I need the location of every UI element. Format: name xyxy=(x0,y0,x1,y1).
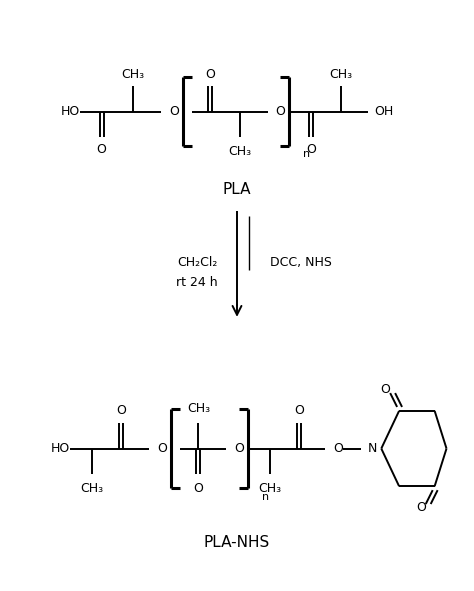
Text: O: O xyxy=(333,442,343,455)
Text: CH₃: CH₃ xyxy=(228,145,252,158)
Text: HO: HO xyxy=(51,442,70,455)
Text: O: O xyxy=(205,67,215,80)
Text: O: O xyxy=(306,143,316,156)
Text: n: n xyxy=(303,150,310,160)
Text: CH₂Cl₂: CH₂Cl₂ xyxy=(177,256,217,269)
Text: O: O xyxy=(117,404,126,417)
Text: CH₃: CH₃ xyxy=(187,402,210,415)
Text: n: n xyxy=(262,492,269,502)
Text: O: O xyxy=(234,442,244,455)
Text: O: O xyxy=(97,143,107,156)
Text: DCC, NHS: DCC, NHS xyxy=(270,256,332,269)
Text: O: O xyxy=(294,404,304,417)
Text: PLA: PLA xyxy=(223,181,251,197)
Text: O: O xyxy=(157,442,167,455)
Text: O: O xyxy=(380,382,390,395)
Text: PLA-NHS: PLA-NHS xyxy=(204,535,270,550)
Text: CH₃: CH₃ xyxy=(122,67,145,80)
Text: O: O xyxy=(169,105,179,118)
Text: O: O xyxy=(416,502,426,515)
Text: CH₃: CH₃ xyxy=(329,67,352,80)
Text: N: N xyxy=(367,442,377,455)
Text: rt 24 h: rt 24 h xyxy=(175,275,217,288)
Text: HO: HO xyxy=(61,105,80,118)
Text: OH: OH xyxy=(374,105,393,118)
Text: O: O xyxy=(193,482,203,495)
Text: O: O xyxy=(275,105,285,118)
Text: CH₃: CH₃ xyxy=(80,482,103,495)
Text: CH₃: CH₃ xyxy=(258,482,281,495)
